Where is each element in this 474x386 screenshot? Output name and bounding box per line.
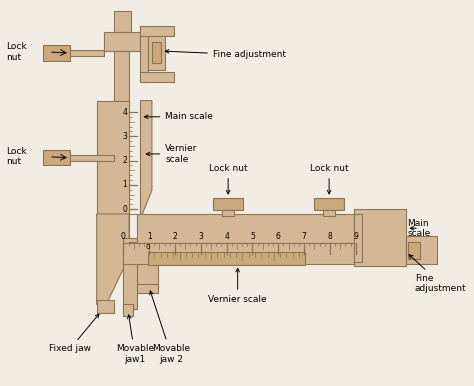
Bar: [406, 236, 437, 264]
Bar: [114, 11, 131, 32]
Text: 3: 3: [122, 132, 127, 141]
Bar: [323, 210, 335, 216]
Text: 7: 7: [301, 232, 307, 240]
Text: Fine adjustment: Fine adjustment: [165, 49, 286, 59]
Bar: [70, 155, 114, 161]
Text: 8: 8: [328, 232, 332, 240]
Bar: [354, 214, 362, 262]
Bar: [104, 32, 140, 51]
Bar: [123, 238, 137, 309]
Bar: [114, 51, 129, 256]
Text: 1: 1: [147, 232, 152, 240]
Bar: [97, 300, 114, 313]
Bar: [213, 198, 243, 210]
Bar: [222, 210, 234, 216]
Text: Lock
nut: Lock nut: [6, 147, 27, 166]
Text: 5: 5: [250, 232, 255, 240]
Polygon shape: [97, 214, 129, 305]
Text: 0: 0: [146, 244, 150, 250]
Bar: [123, 305, 133, 316]
Text: 9: 9: [353, 232, 358, 240]
Text: Vernier scale: Vernier scale: [209, 268, 267, 304]
Bar: [314, 198, 345, 210]
Text: 2: 2: [122, 156, 127, 165]
Polygon shape: [140, 101, 152, 219]
Bar: [43, 150, 70, 165]
Bar: [152, 42, 162, 63]
Text: Movable
jaw 2: Movable jaw 2: [150, 291, 190, 364]
Text: 4: 4: [224, 232, 229, 240]
Bar: [123, 242, 373, 264]
Text: Movable
jaw1: Movable jaw1: [116, 315, 154, 364]
Bar: [70, 50, 104, 56]
Bar: [137, 252, 158, 288]
Text: Main scale: Main scale: [145, 112, 213, 121]
Text: 6: 6: [276, 232, 281, 240]
Bar: [137, 283, 158, 293]
Text: 1: 1: [122, 180, 127, 190]
Bar: [140, 72, 174, 81]
Text: Lock
nut: Lock nut: [6, 42, 27, 62]
Bar: [408, 242, 419, 259]
Text: Fine
adjustment: Fine adjustment: [409, 255, 466, 293]
Text: Vernier
scale: Vernier scale: [146, 144, 198, 164]
Bar: [148, 36, 165, 70]
Text: Lock nut: Lock nut: [209, 164, 247, 194]
Bar: [148, 252, 305, 266]
Bar: [354, 209, 406, 266]
Text: Lock nut: Lock nut: [310, 164, 348, 194]
Text: 3: 3: [199, 232, 203, 240]
Text: 0: 0: [122, 205, 127, 214]
Text: 4: 4: [122, 108, 127, 117]
Text: Fixed jaw: Fixed jaw: [49, 314, 99, 354]
Bar: [140, 26, 148, 81]
Bar: [43, 45, 70, 61]
Text: 2: 2: [173, 232, 177, 240]
Bar: [97, 101, 129, 215]
Text: 0: 0: [121, 232, 126, 240]
Text: Main
scale: Main scale: [407, 218, 430, 238]
Bar: [140, 26, 174, 36]
Bar: [137, 214, 354, 242]
